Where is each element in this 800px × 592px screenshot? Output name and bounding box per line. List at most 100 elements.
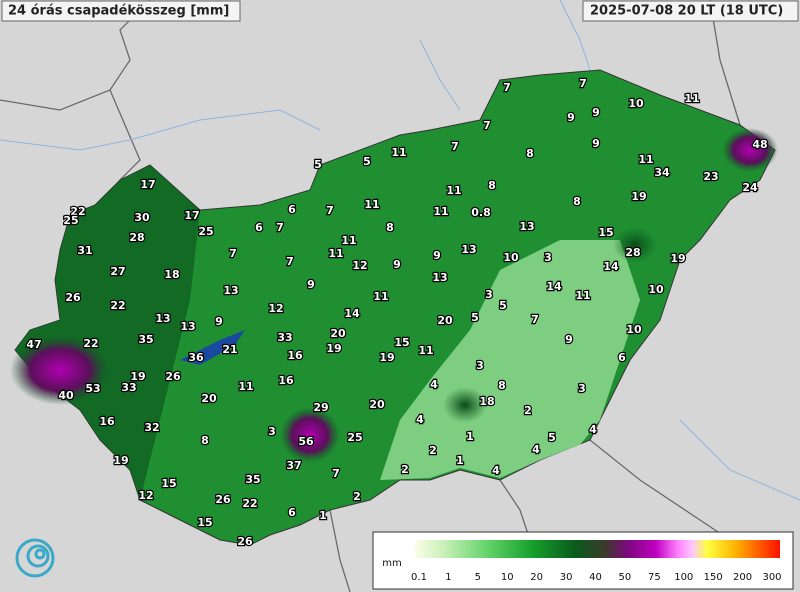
station-value: 9 [565, 333, 573, 346]
station-value: 34 [654, 166, 670, 179]
legend-tick-label: 5 [475, 572, 481, 583]
station-value: 5 [471, 311, 479, 324]
station-value: 12 [268, 302, 283, 315]
station-value: 33 [121, 381, 136, 394]
station-value: 25 [198, 225, 213, 238]
legend-tick-label: 150 [704, 572, 723, 583]
station-value: 22 [83, 337, 98, 350]
station-value: 11 [341, 234, 356, 247]
station-value: 36 [188, 351, 204, 364]
station-value: 4 [532, 443, 540, 456]
station-value: 22 [242, 497, 257, 510]
station-value: 5 [314, 158, 322, 171]
station-value: 3 [544, 251, 552, 264]
dark-spot [613, 227, 657, 263]
station-value: 15 [394, 336, 409, 349]
title-box [1, 0, 241, 22]
legend-tick-label: 30 [560, 572, 573, 583]
station-value: 10 [648, 283, 664, 296]
station-value: 20 [369, 398, 385, 411]
station-value: 19 [130, 370, 145, 383]
station-value: 11 [684, 92, 699, 105]
station-value: 3 [578, 382, 586, 395]
station-value: 53 [85, 382, 100, 395]
station-value: 7 [286, 255, 294, 268]
station-value: 11 [328, 247, 343, 260]
station-value: 22 [110, 299, 125, 312]
station-value: 11 [391, 146, 406, 159]
station-value: 19 [631, 190, 646, 203]
station-value: 13 [155, 312, 170, 325]
station-value: 15 [161, 477, 176, 490]
station-value: 11 [418, 344, 433, 357]
station-value: 16 [278, 374, 294, 387]
station-value: 1 [319, 509, 327, 522]
station-value: 29 [313, 401, 328, 414]
station-value: 7 [503, 81, 511, 94]
station-value: 10 [628, 97, 644, 110]
station-value: 4 [430, 378, 438, 391]
station-value: 2 [353, 490, 361, 503]
station-value: 3 [485, 288, 493, 301]
station-value: 13 [223, 284, 238, 297]
station-value: 12 [138, 489, 153, 502]
station-value: 30 [134, 211, 150, 224]
station-value: 40 [58, 389, 74, 402]
station-value: 9 [215, 315, 223, 328]
logo [15, 538, 55, 578]
station-value: 4 [492, 464, 500, 477]
station-value: 9 [592, 137, 600, 150]
station-value: 56 [298, 435, 314, 448]
legend-tick-label: 300 [762, 572, 781, 583]
station-value: 9 [433, 249, 441, 262]
station-value: 24 [742, 181, 758, 194]
station-value: 19 [670, 252, 685, 265]
station-value: 15 [598, 226, 613, 239]
station-value: 13 [180, 320, 195, 333]
station-value: 8 [488, 179, 496, 192]
station-value: 35 [138, 333, 153, 346]
station-value: 0.8 [471, 206, 491, 219]
station-value: 7 [483, 119, 491, 132]
station-value: 35 [245, 473, 260, 486]
station-value: 8 [498, 379, 506, 392]
station-value: 19 [326, 342, 341, 355]
legend-tick-label: 1 [445, 572, 451, 583]
rivers [0, 0, 800, 501]
station-value: 9 [567, 111, 575, 124]
legend-tick-label: 200 [733, 572, 752, 583]
station-value: 28 [129, 231, 144, 244]
station-value: 3 [476, 359, 484, 372]
station-value: 8 [386, 221, 394, 234]
station-value: 26 [237, 535, 253, 548]
legend-tick-label: 75 [648, 572, 661, 583]
legend-ticks: 0.1 1 5 10 20 30 40 50 75 100 150 200 300 [411, 572, 782, 583]
station-value: 21 [222, 343, 237, 356]
station-value: 11 [446, 184, 461, 197]
dark-west [15, 165, 200, 500]
time-box [582, 0, 799, 22]
station-value: 19 [379, 351, 394, 364]
station-value: 48 [752, 138, 767, 151]
station-value: 25 [63, 214, 78, 227]
station-value: 17 [184, 209, 199, 222]
borders [0, 0, 761, 592]
station-value: 6 [288, 203, 296, 216]
station-value: 26 [65, 291, 81, 304]
station-value: 4 [589, 423, 597, 436]
station-value: 22 [70, 205, 85, 218]
station-value: 7 [326, 204, 334, 217]
station-value: 26 [215, 493, 231, 506]
heavy-rain [280, 407, 340, 463]
legend-tick-label: 40 [589, 572, 602, 583]
station-value: 14 [546, 280, 562, 293]
heavy-rain [722, 128, 778, 172]
station-value: 37 [286, 459, 301, 472]
timestamp: 2025-07-08 20 LT (18 UTC) [590, 4, 783, 19]
station-value: 11 [433, 205, 448, 218]
station-value: 6 [288, 506, 296, 519]
station-value: 11 [575, 289, 590, 302]
legend-tick-label: 0.1 [411, 572, 427, 583]
station-value: 7 [276, 221, 284, 234]
